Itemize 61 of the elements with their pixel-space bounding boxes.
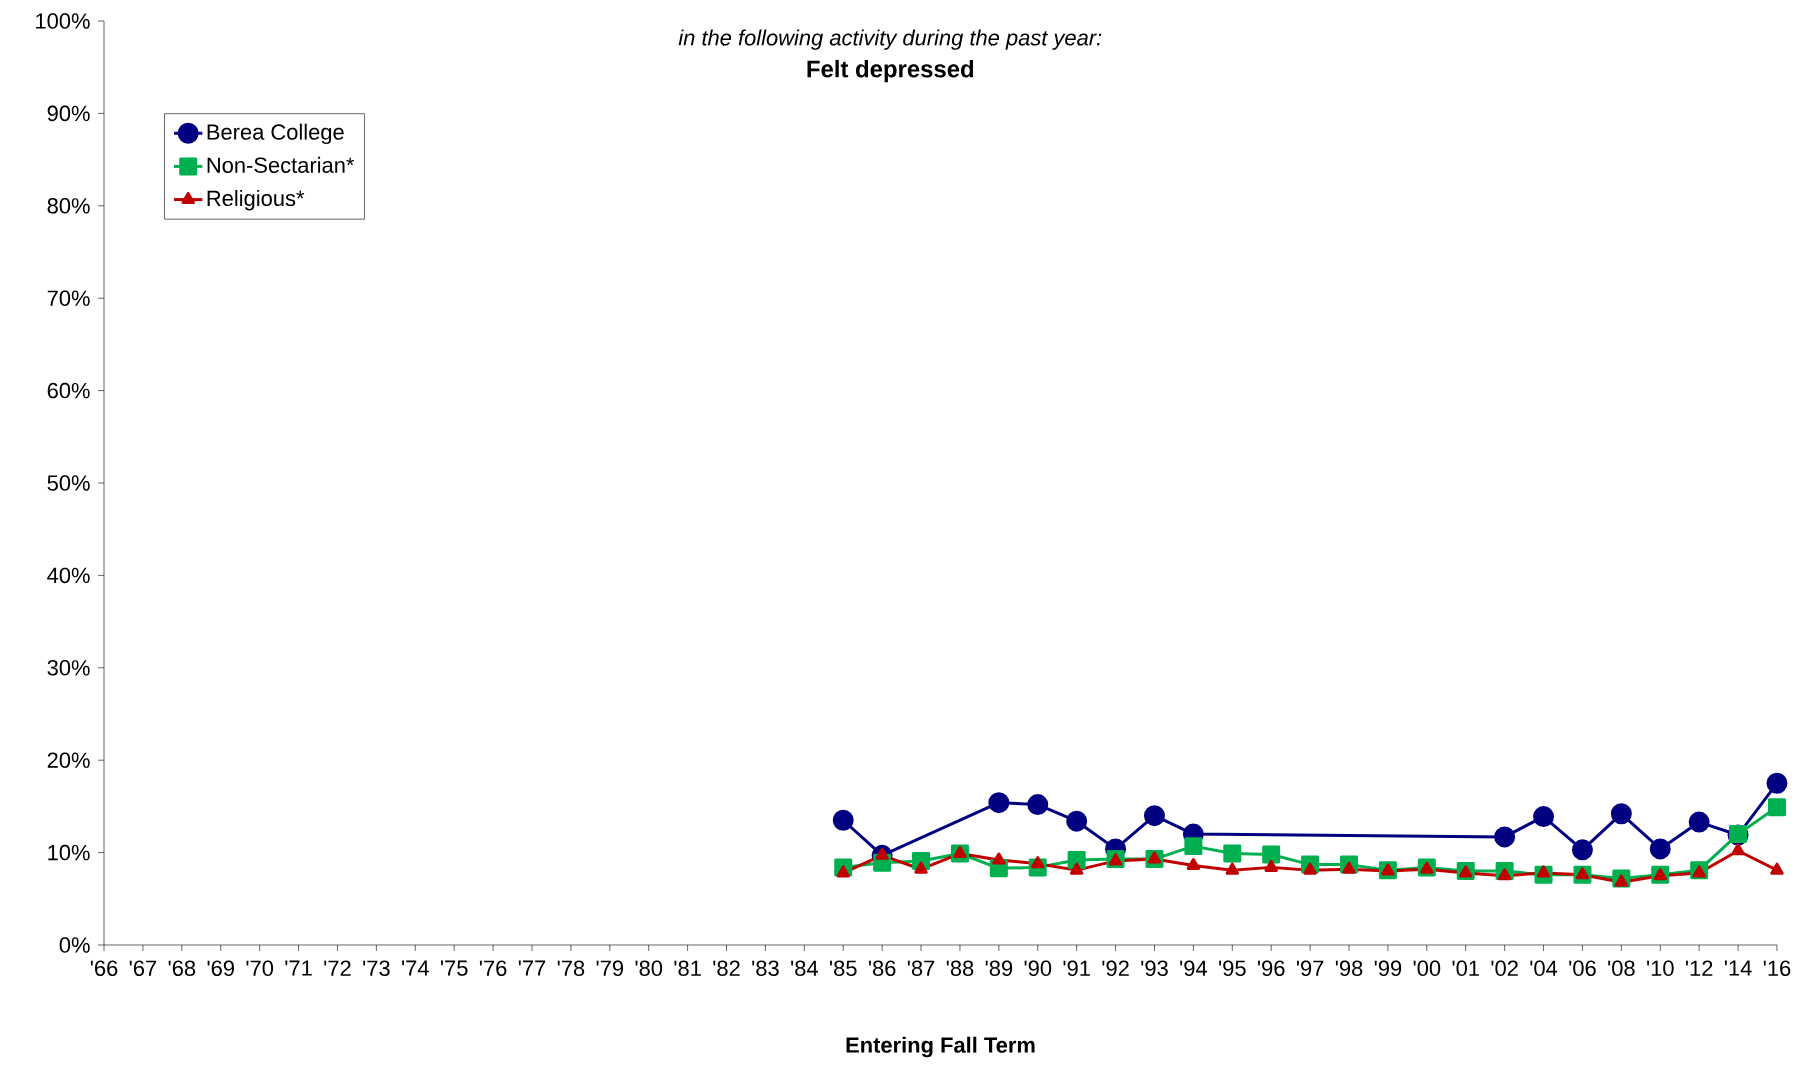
x-tick-label: '77 [518, 960, 546, 976]
x-tick-label: '69 [207, 960, 234, 977]
chart-subtitle: in the following activity during the past year: [678, 29, 1102, 51]
x-tick-label: '89 [985, 960, 1013, 977]
y-tick-label: 80% [47, 198, 90, 214]
x-tick-label: '90 [1024, 960, 1052, 977]
x-tick-label: '10 [1647, 960, 1674, 977]
x-tick-label: '67 [129, 960, 157, 977]
x-tick-label: '72 [324, 960, 351, 977]
x-tick-label: '85 [830, 960, 857, 977]
x-tick-label: '78 [557, 960, 585, 977]
x-tick-label: '98 [1335, 960, 1363, 977]
x-tick-label: '14 [1724, 960, 1752, 976]
x-tick-label: '68 [168, 960, 196, 977]
x-tick-label: '74 [402, 960, 429, 976]
x-tick-label: '79 [596, 960, 624, 977]
x-tick-label: '88 [946, 960, 974, 977]
x-tick-label: '84 [791, 960, 818, 977]
x-tick-label: '81 [674, 960, 701, 977]
x-tick-label: '71 [285, 960, 312, 976]
x-tick-label: '70 [246, 960, 274, 977]
x-tick-label: '01 [1452, 960, 1479, 977]
x-tick-label: '80 [635, 960, 663, 977]
x-tick-label: '12 [1685, 960, 1713, 977]
x-tick-label: '92 [1102, 960, 1129, 977]
x-tick-label: '75 [440, 960, 468, 977]
x-tick-label: '83 [752, 960, 779, 977]
y-tick-label: 100% [36, 13, 90, 29]
x-tick-label: '93 [1141, 960, 1168, 977]
x-tick-label: '96 [1258, 960, 1285, 977]
x-tick-label: '86 [868, 960, 896, 977]
y-tick-label: 90% [47, 105, 90, 122]
y-tick-label: 50% [47, 475, 90, 491]
x-tick-label: '76 [479, 960, 507, 977]
y-tick-label: 70% [47, 290, 90, 307]
x-tick-label: '73 [363, 960, 390, 977]
x-tick-label: '66 [90, 960, 118, 977]
legend-label: Berea College [207, 123, 344, 145]
legend-label: Religious* [207, 190, 305, 211]
x-tick-label: '08 [1608, 960, 1635, 977]
y-tick-label: 60% [47, 383, 90, 399]
x-tick-label: '95 [1219, 960, 1246, 977]
y-tick-label: 10% [48, 845, 90, 861]
x-tick-label: '04 [1530, 960, 1558, 977]
x-tick-label: '91 [1063, 960, 1090, 977]
x-tick-label: '87 [907, 960, 935, 977]
legend-label: Non-Sectarian* [207, 157, 355, 174]
y-tick-label: 0% [59, 937, 90, 953]
x-tick-label: '97 [1296, 960, 1324, 977]
y-tick-label: 20% [47, 752, 90, 769]
x-tick-label: '16 [1763, 960, 1791, 977]
x-tick-label: '06 [1569, 960, 1596, 977]
y-tick-label: 30% [47, 660, 90, 676]
x-tick-label: '82 [713, 960, 740, 977]
x-axis-title: Entering Fall Term [846, 1036, 1035, 1058]
x-tick-label: '00 [1413, 960, 1441, 977]
x-tick-label: '02 [1491, 960, 1518, 977]
y-tick-label: 40% [47, 567, 90, 584]
x-tick-label: '94 [1180, 960, 1208, 977]
text: Felt depressed [807, 60, 974, 83]
x-tick-label: '99 [1374, 960, 1402, 977]
